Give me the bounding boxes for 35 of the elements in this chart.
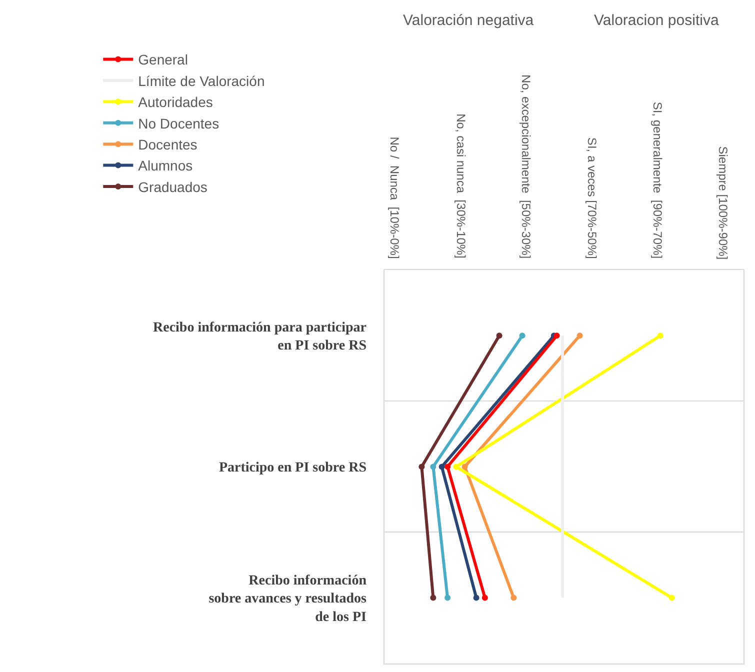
legend-label: Autoridades	[138, 94, 213, 110]
point	[462, 464, 468, 470]
point	[482, 594, 488, 601]
point	[496, 332, 502, 339]
point	[510, 594, 517, 601]
point	[473, 594, 480, 601]
legend-label: Graduados	[138, 178, 208, 195]
text: No, casi nunca [30%-10%]	[454, 114, 468, 258]
text: Valoracion positiva	[594, 12, 720, 29]
point	[430, 594, 436, 601]
text: Valoración negativa	[403, 12, 534, 29]
point	[430, 464, 436, 470]
point	[438, 464, 445, 470]
point	[519, 332, 526, 339]
legend-label: General	[138, 52, 188, 68]
y-tick-label: Recibo información sobre avances y resultados de los PI	[208, 573, 368, 625]
legend-label: Alumnos	[138, 158, 193, 174]
point	[453, 464, 460, 470]
text: Siempre [100%-90%]	[716, 146, 730, 260]
text: No / Nunca [10%-0%]	[388, 136, 402, 259]
y-tick-label: Participo en PI sobre RS	[218, 460, 367, 476]
y-tick-label: Recibo información para participar en PI sobre RS	[153, 320, 367, 354]
point	[554, 332, 560, 339]
legend-label: Docentes	[138, 136, 198, 153]
legend-label: Límite de Valoración	[138, 72, 265, 89]
text: SI, a veces [70%-50%]	[585, 137, 600, 259]
text: SI, generalmente [90%-70%]	[650, 102, 665, 259]
point	[444, 594, 451, 601]
point	[444, 464, 451, 470]
legend-label: No Docentes	[138, 115, 220, 132]
point	[576, 332, 583, 339]
point	[418, 464, 425, 470]
point	[668, 594, 675, 601]
text: No, excepcionalmente [50%-30%]	[518, 74, 533, 259]
point	[657, 332, 664, 339]
